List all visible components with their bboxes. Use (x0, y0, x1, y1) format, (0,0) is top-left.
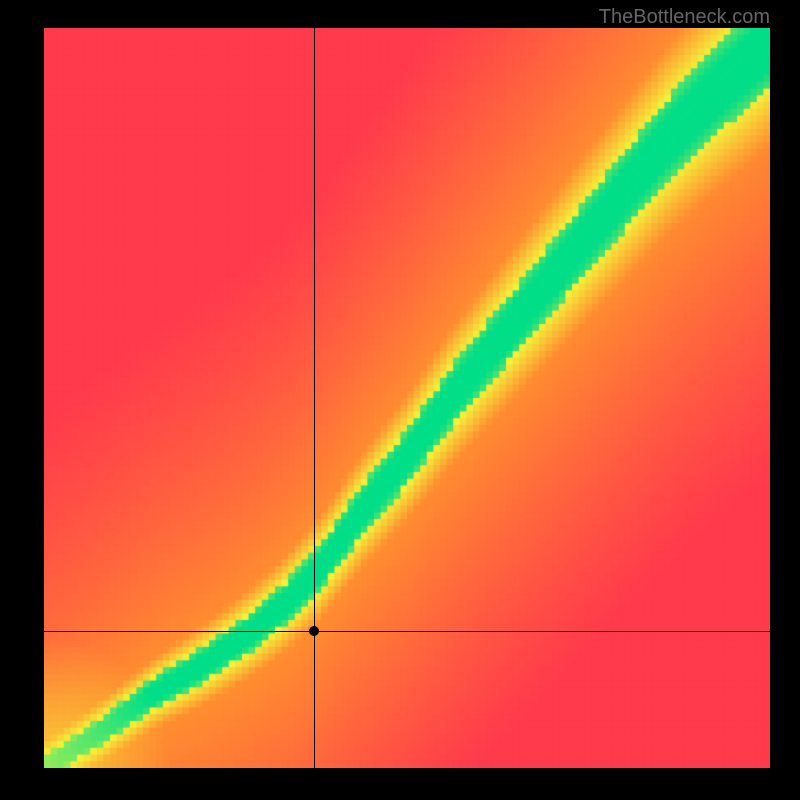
watermark-text: TheBottleneck.com (599, 6, 770, 29)
crosshair-horizontal (44, 631, 770, 632)
data-point-marker (309, 626, 319, 636)
crosshair-vertical (314, 28, 315, 768)
heatmap-canvas (44, 28, 770, 768)
plot-area (44, 28, 770, 768)
chart-container: TheBottleneck.com (0, 0, 800, 800)
